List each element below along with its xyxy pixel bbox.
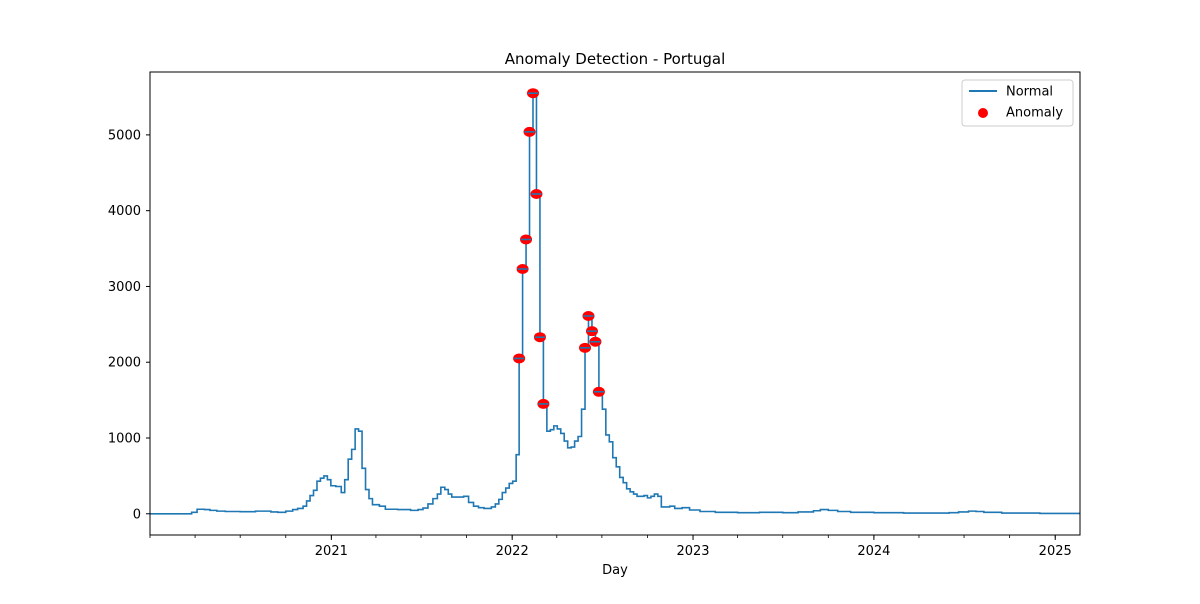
x-tick-label: 2021 <box>315 544 348 559</box>
x-tick-label: 2025 <box>1039 544 1072 559</box>
plot-area <box>149 71 1081 536</box>
y-tick-label: 0 <box>133 507 141 522</box>
y-tick-label: 4000 <box>108 204 141 219</box>
legend-normal-label: Normal <box>1006 85 1053 100</box>
x-axis-label: Day <box>602 563 628 578</box>
x-axis: 2021 2022 2023 2024 2025 <box>149 535 1072 559</box>
legend-anomaly-swatch <box>978 108 988 118</box>
legend-anomaly-label: Anomaly <box>1006 106 1063 121</box>
plot-frame <box>149 71 1081 536</box>
legend: Normal Anomaly <box>961 79 1074 127</box>
x-tick-label: 2023 <box>676 544 709 559</box>
x-tick-label: 2022 <box>496 544 529 559</box>
y-tick-label: 3000 <box>108 280 141 295</box>
y-tick-label: 5000 <box>108 128 141 143</box>
y-tick-label: 2000 <box>108 356 141 371</box>
y-axis: 0 1000 2000 3000 4000 5000 <box>108 128 150 522</box>
x-tick-label: 2024 <box>857 544 890 559</box>
chart-title: Anomaly Detection - Portugal <box>505 50 726 68</box>
y-tick-label: 1000 <box>108 432 141 447</box>
